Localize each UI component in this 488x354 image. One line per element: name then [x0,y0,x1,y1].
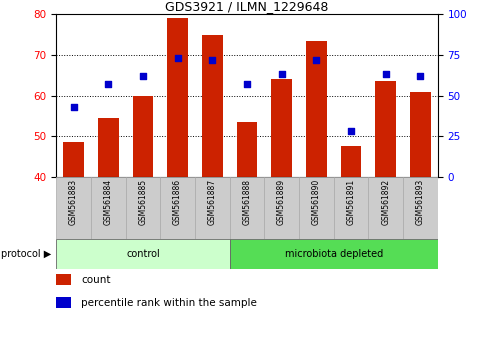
Point [277,72,285,77]
Text: microbiota depleted: microbiota depleted [284,249,382,259]
Bar [160,177,195,239]
Bar [305,41,326,177]
Point [243,81,250,87]
Bar [229,177,264,239]
Bar [340,147,361,177]
Point [381,72,389,77]
Bar [56,297,71,308]
Bar [56,274,71,285]
Bar [132,96,153,177]
Point [208,57,216,63]
Bar [195,177,229,239]
Bar [63,142,84,177]
Text: GSM561887: GSM561887 [207,179,216,225]
Bar [56,239,229,269]
Point [346,129,354,134]
Text: GSM561889: GSM561889 [277,179,285,225]
Bar [98,118,119,177]
Bar [298,177,333,239]
Text: GSM561890: GSM561890 [311,179,320,225]
Bar [402,177,437,239]
Text: protocol ▶: protocol ▶ [1,249,51,259]
Bar [125,177,160,239]
Bar [264,177,298,239]
Point [104,81,112,87]
Bar [229,239,437,269]
Text: GSM561891: GSM561891 [346,179,355,225]
Bar [271,79,291,177]
Text: GSM561893: GSM561893 [415,179,424,225]
Bar [236,122,257,177]
Bar [56,177,91,239]
Bar [167,18,187,177]
Text: GSM561885: GSM561885 [138,179,147,225]
Bar [91,177,125,239]
Bar [333,177,367,239]
Point [139,73,146,79]
Point [69,104,77,110]
Bar [374,81,395,177]
Bar [409,92,430,177]
Bar [367,177,402,239]
Text: GSM561886: GSM561886 [173,179,182,225]
Text: count: count [81,275,110,285]
Text: control: control [126,249,160,259]
Point [416,73,424,79]
Text: GSM561892: GSM561892 [380,179,389,225]
Point [173,55,181,61]
Bar [202,34,222,177]
Title: GDS3921 / ILMN_1229648: GDS3921 / ILMN_1229648 [165,0,328,13]
Point [312,57,320,63]
Text: GSM561888: GSM561888 [242,179,251,225]
Text: percentile rank within the sample: percentile rank within the sample [81,298,256,308]
Text: GSM561884: GSM561884 [103,179,113,225]
Text: GSM561883: GSM561883 [69,179,78,225]
